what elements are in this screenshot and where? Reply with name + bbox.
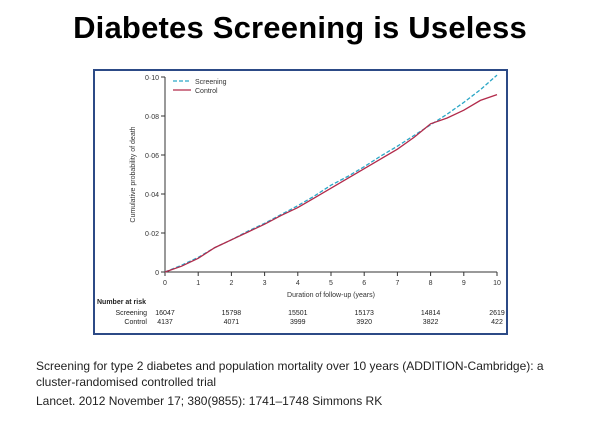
y-axis-label: Cumulative probability of death — [130, 126, 137, 222]
y-tick-label: 0·04 — [145, 192, 159, 199]
legend-label-screening: Screening — [195, 79, 227, 86]
risk-value-screening: 14814 — [421, 310, 441, 317]
risk-table-header: Number at risk — [97, 299, 146, 306]
y-tick-label: 0 — [155, 270, 159, 277]
survival-chart: 0 0·02 0·04 0·06 0·08 0·10 0 1 2 3 4 5 6 7 8 9 10 Duratio… — [97, 74, 505, 326]
risk-value-screening: 2619 — [489, 310, 505, 317]
x-tick-label: 1 — [196, 280, 200, 287]
risk-value-control: 3822 — [423, 319, 439, 326]
risk-value-screening: 15173 — [354, 310, 374, 317]
risk-value-control: 4137 — [157, 319, 173, 326]
x-tick-label: 8 — [429, 280, 433, 287]
citation-title: Screening for type 2 diabetes and popula… — [36, 359, 544, 389]
series-line-control — [164, 93, 498, 273]
y-tick-label: 0·06 — [145, 153, 159, 160]
risk-value-screening: 15798 — [222, 310, 242, 317]
risk-row-label-control: Control — [124, 319, 147, 326]
chart-frame: 0 0·02 0·04 0·06 0·08 0·10 0 1 2 3 4 5 6 7 8 9 10 Duratio… — [93, 69, 508, 335]
risk-value-control: 4071 — [224, 319, 240, 326]
legend-label-control: Control — [195, 88, 218, 95]
x-tick-label: 5 — [329, 280, 333, 287]
series-line-screening — [164, 74, 498, 273]
x-tick-label: 3 — [263, 280, 267, 287]
risk-value-control: 3920 — [356, 319, 372, 326]
risk-value-control: 3999 — [290, 319, 306, 326]
x-tick-label: 2 — [229, 280, 233, 287]
citation-reference: Lancet. 2012 November 17; 380(9855): 174… — [36, 394, 383, 408]
x-tick-label: 0 — [163, 280, 167, 287]
x-tick-label: 9 — [462, 280, 466, 287]
x-tick-label: 4 — [296, 280, 300, 287]
y-tick-label: 0·08 — [145, 114, 159, 121]
x-axis-label: Duration of follow-up (years) — [287, 292, 375, 299]
x-tick-label: 7 — [395, 280, 399, 287]
slide-title: Diabetes Screening is Useless — [73, 10, 527, 45]
x-tick-label: 10 — [493, 280, 501, 287]
y-tick-label: 0·02 — [145, 231, 159, 238]
risk-row-label-screening: Screening — [115, 310, 147, 317]
risk-value-screening: 15501 — [288, 310, 308, 317]
y-tick-label: 0·10 — [145, 75, 159, 82]
risk-value-control: 422 — [491, 319, 503, 326]
risk-value-screening: 16047 — [155, 310, 175, 317]
x-tick-label: 6 — [362, 280, 366, 287]
